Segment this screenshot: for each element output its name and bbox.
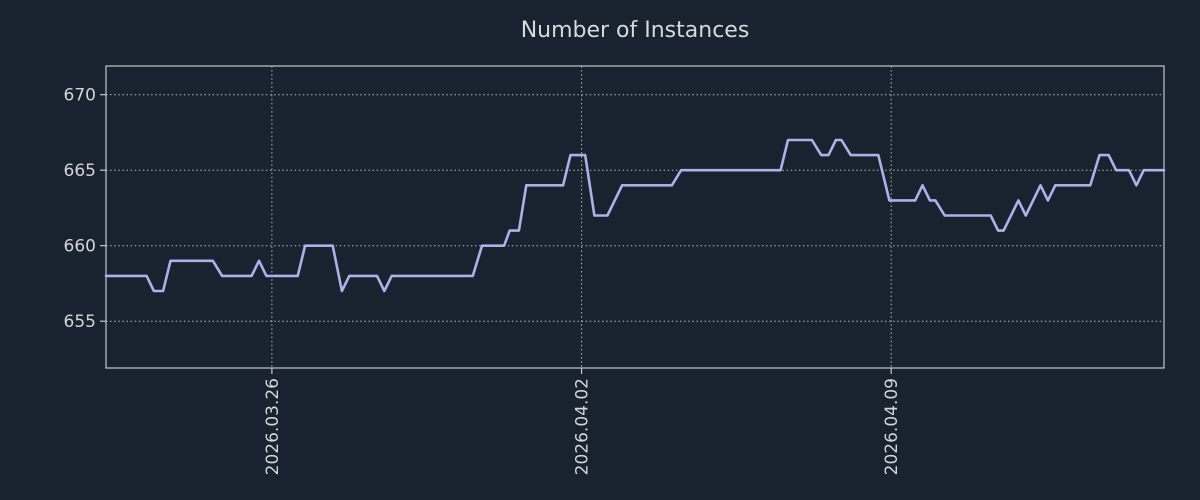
series-line-instances xyxy=(104,138,1166,293)
chart-title: Number of Instances xyxy=(520,18,750,43)
plot-border xyxy=(105,65,1165,369)
x-tick-label: 2026.04.02 xyxy=(573,378,593,475)
y-tick-label: 665 xyxy=(64,161,96,181)
y-tick-label: 655 xyxy=(64,312,96,332)
x-tick-label: 2026.04.09 xyxy=(882,378,902,475)
y-tick-label: 660 xyxy=(64,237,96,257)
y-tick-label: 670 xyxy=(64,86,96,106)
x-tick-label: 2026.03.26 xyxy=(263,378,283,475)
